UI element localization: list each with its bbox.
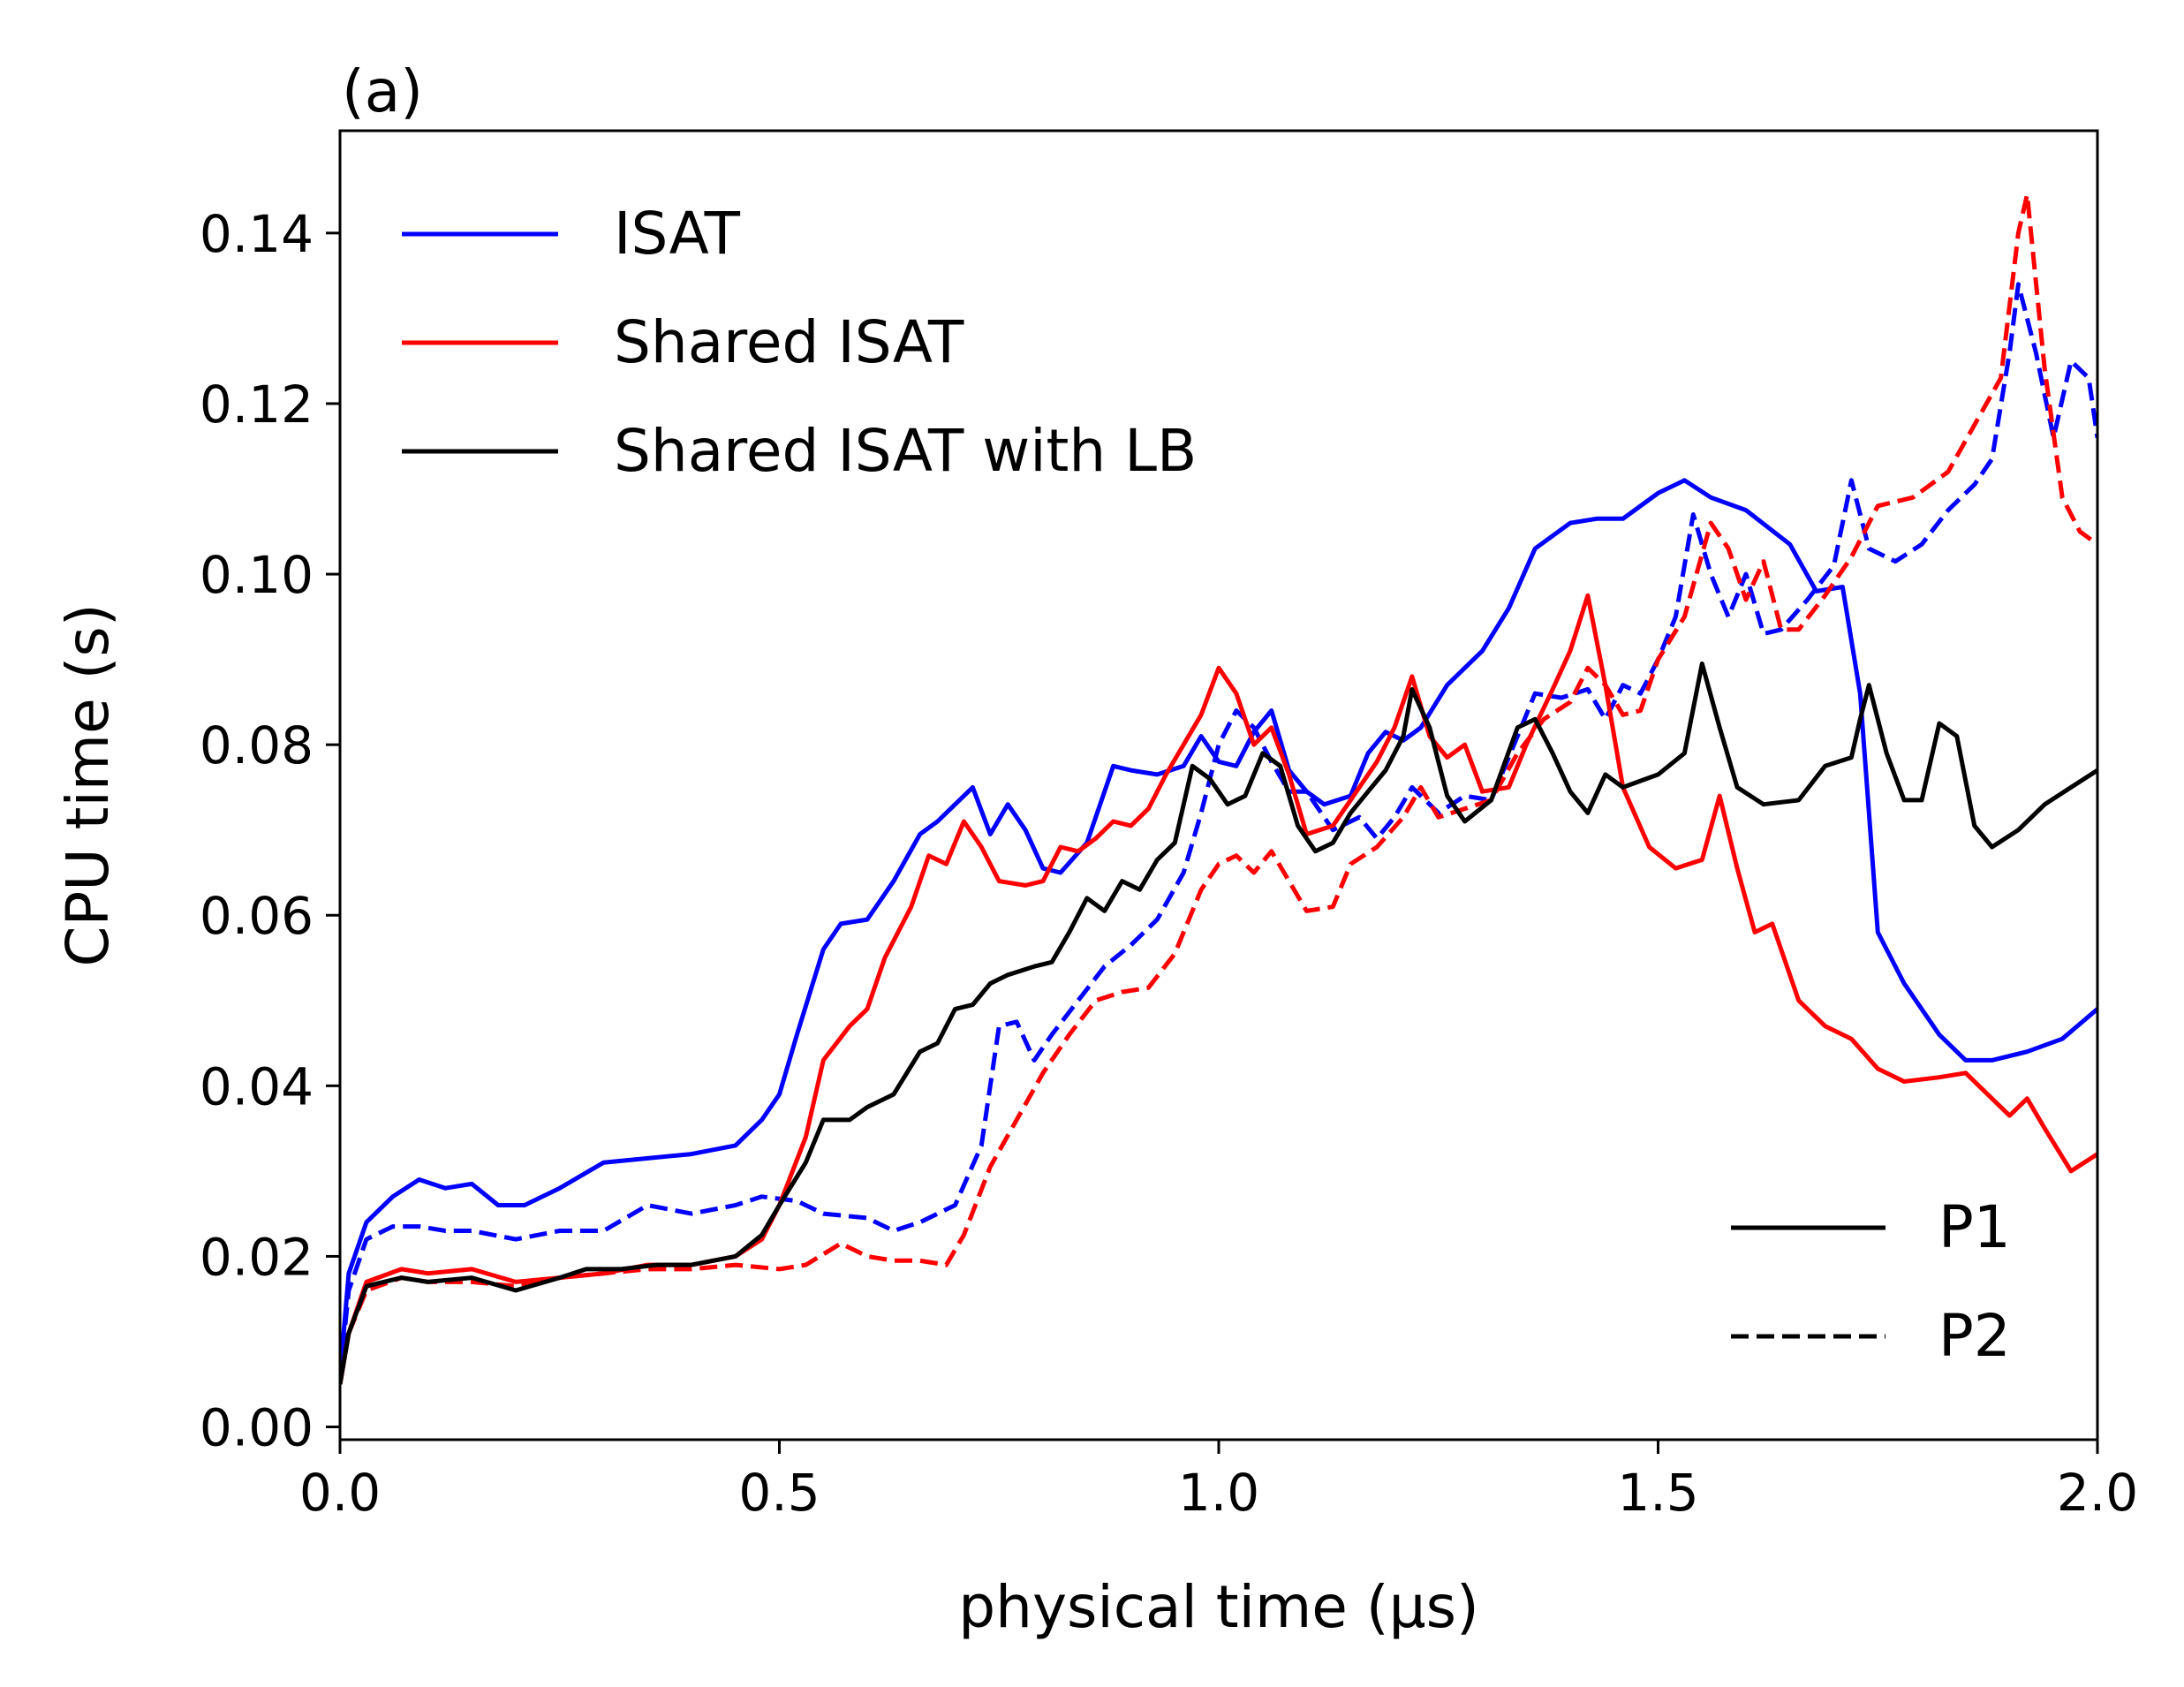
y-axis: 0.00 0.02 0.04 0.06 0.08 0.10 0.12 0.14 [200,204,340,1458]
y-tick-label: 0.00 [200,1398,314,1458]
plot-frame [338,129,2099,1441]
y-tick-label: 0.10 [200,545,314,605]
plot-series [340,192,2097,1385]
x-axis: 0.0 0.5 1.0 1.5 2.0 [299,1440,2138,1523]
x-axis-label: physical time (μs) [958,1573,1479,1641]
series-line-isat-p1 [340,478,2097,1376]
y-tick-label: 0.08 [200,715,314,775]
chart-title: (a) [342,57,423,125]
x-tick-label: 1.5 [1617,1463,1698,1523]
legend-methods: ISAT Shared ISAT Shared ISAT with LB [402,200,1197,485]
y-tick-label: 0.06 [200,886,314,946]
series-line-isat-p2 [340,282,2097,1376]
series-line-shared-isat-p2 [340,192,2097,1385]
legend-label: ISAT [614,200,741,268]
legend-processes: P1 P2 [1731,1193,2011,1370]
legend-label: P1 [1938,1193,2011,1261]
y-tick-label: 0.12 [200,374,314,435]
x-tick-label: 0.0 [299,1463,381,1523]
y-tick-label: 0.02 [200,1227,314,1287]
y-axis-label: CPU time (s) [54,603,122,966]
x-tick-label: 0.5 [738,1463,820,1523]
series-line-shared-isat-p1 [340,593,2097,1385]
y-tick-label: 0.14 [200,204,314,264]
series-line-shared-isat-with-lb-p1 [340,661,2097,1385]
legend-label: Shared ISAT with LB [614,417,1197,485]
x-tick-label: 2.0 [2057,1463,2138,1523]
legend-label: Shared ISAT [614,308,964,376]
legend-label: P2 [1938,1302,2011,1370]
y-tick-label: 0.04 [200,1056,314,1116]
x-tick-label: 1.0 [1178,1463,1259,1523]
